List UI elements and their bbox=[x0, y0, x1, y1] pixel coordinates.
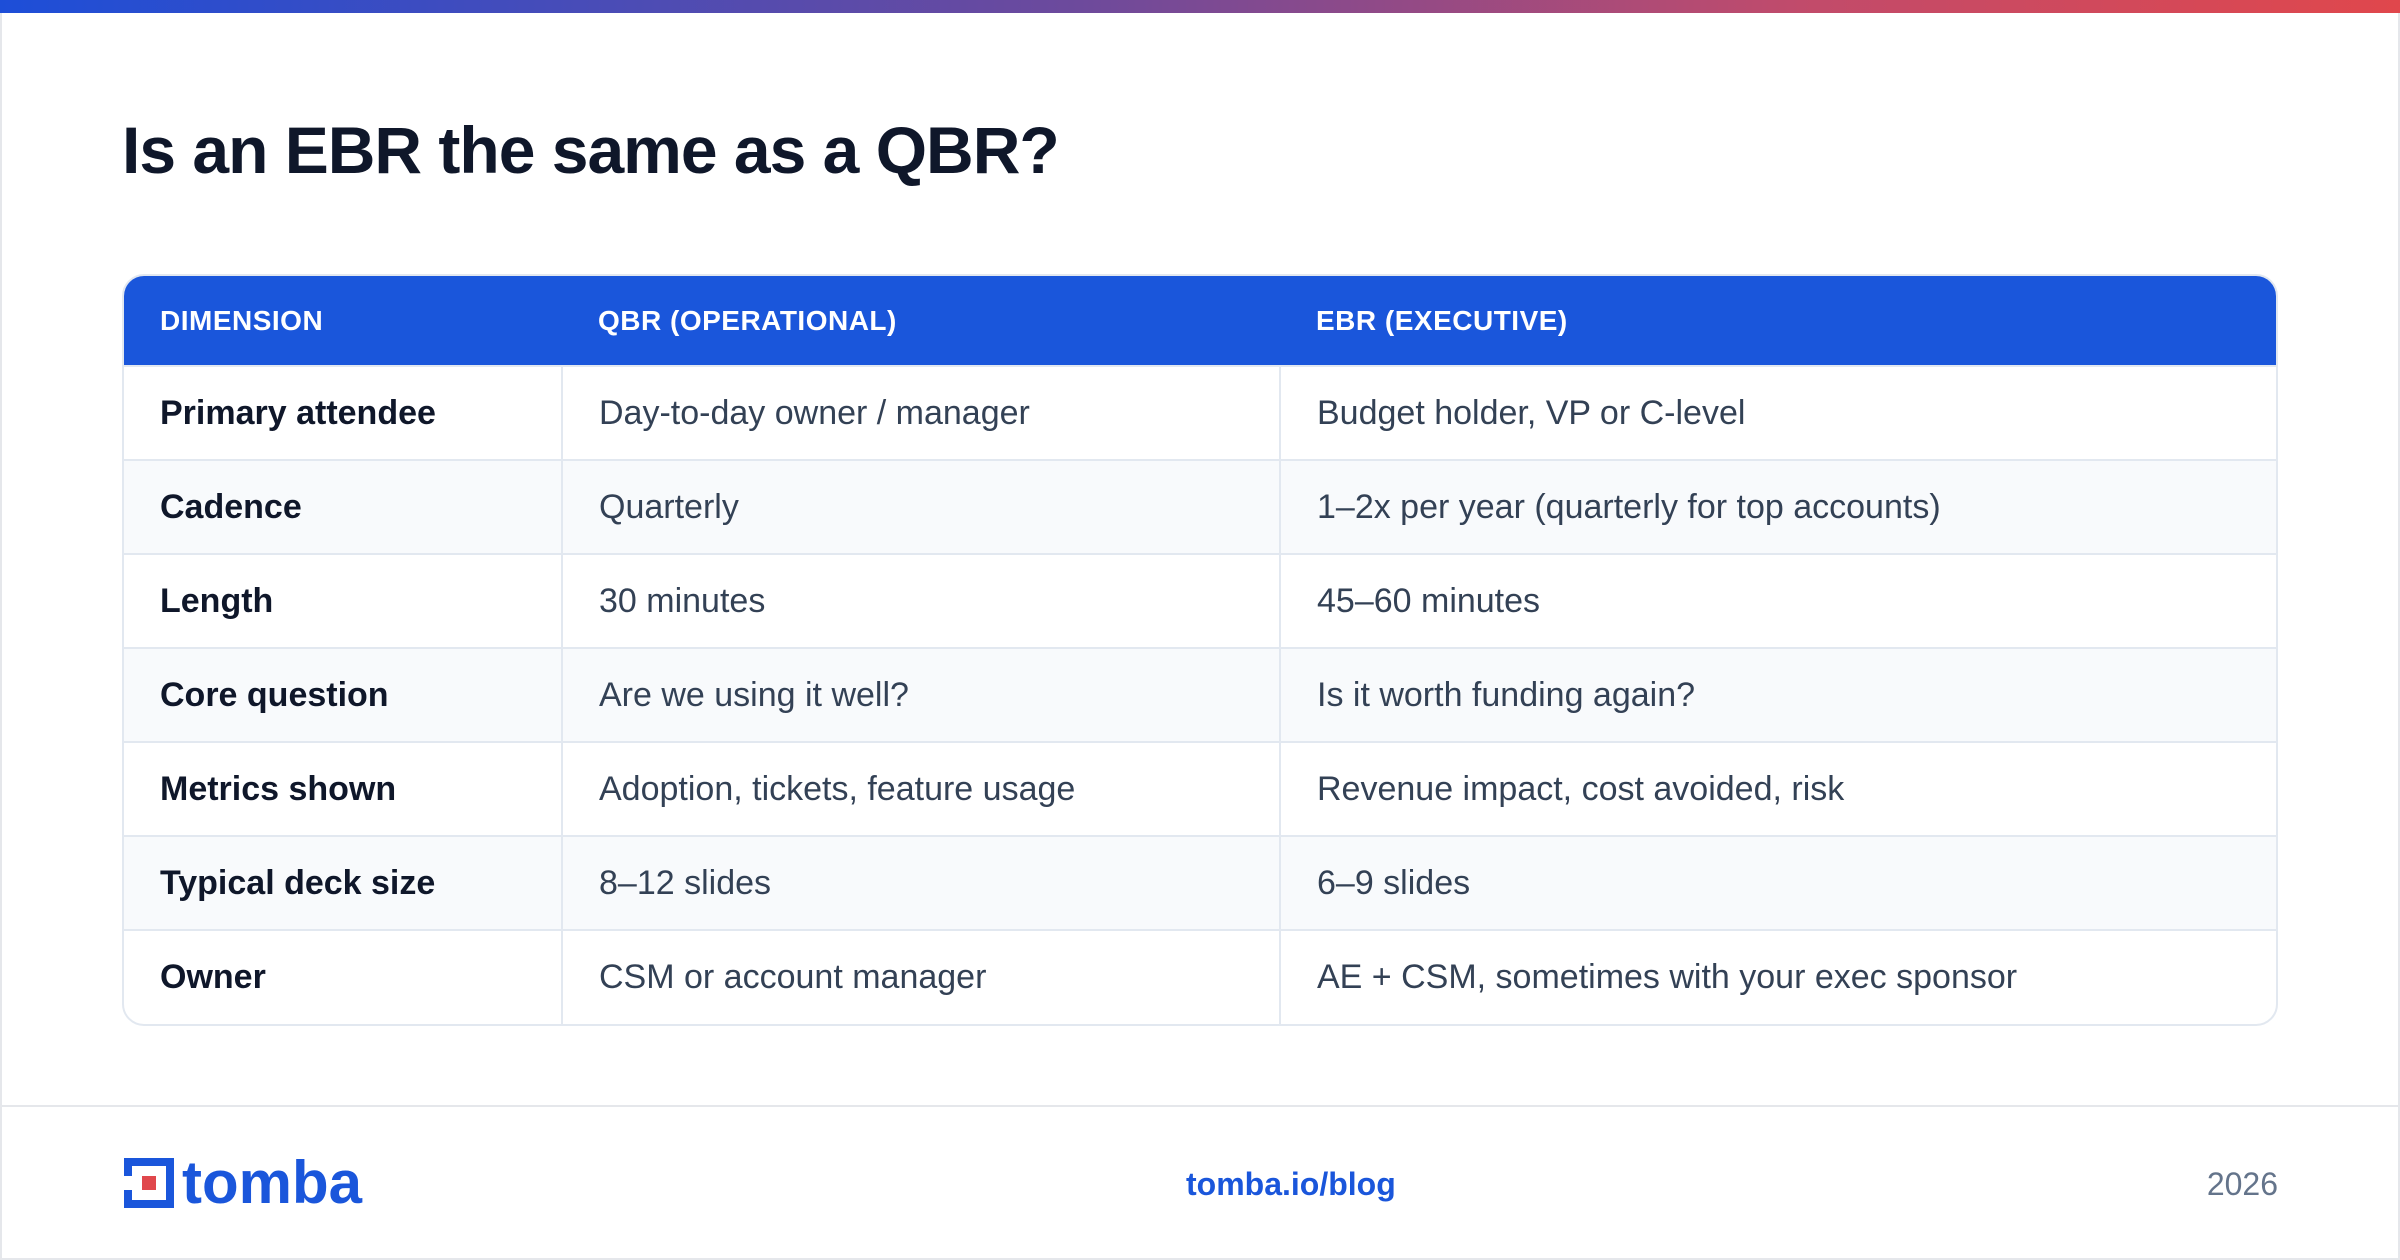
row-qbr-value: Day-to-day owner / manager bbox=[561, 365, 1280, 460]
row-qbr-value: 30 minutes bbox=[561, 553, 1280, 648]
tomba-logo: tomba bbox=[122, 1149, 362, 1216]
tomba-logo-icon bbox=[122, 1158, 174, 1208]
table-row: Cadence Quarterly 1–2x per year (quarter… bbox=[124, 459, 2276, 554]
comparison-table: DIMENSION QBR (OPERATIONAL) EBR (EXECUTI… bbox=[122, 274, 2278, 1026]
row-qbr-value: Adoption, tickets, feature usage bbox=[561, 741, 1280, 836]
row-ebr-value: 45–60 minutes bbox=[1279, 553, 2276, 648]
row-dimension: Owner bbox=[124, 929, 562, 1024]
row-ebr-value: AE + CSM, sometimes with your exec spons… bbox=[1279, 929, 2276, 1024]
table-row: Typical deck size 8–12 slides 6–9 slides bbox=[124, 835, 2276, 930]
table-row: Owner CSM or account manager AE + CSM, s… bbox=[124, 929, 2276, 1024]
table-row: Length 30 minutes 45–60 minutes bbox=[124, 553, 2276, 648]
row-ebr-value: Is it worth funding again? bbox=[1279, 647, 2276, 742]
header-ebr: EBR (EXECUTIVE) bbox=[1316, 304, 1568, 336]
row-qbr-value: 8–12 slides bbox=[561, 835, 1280, 930]
row-qbr-value: Are we using it well? bbox=[561, 647, 1280, 742]
row-dimension: Cadence bbox=[124, 459, 562, 554]
logo-wordmark: tomba bbox=[182, 1149, 362, 1216]
page-title: Is an EBR the same as a QBR? bbox=[122, 113, 1060, 187]
row-dimension: Typical deck size bbox=[124, 835, 562, 930]
footer-divider bbox=[0, 1105, 2400, 1107]
row-ebr-value: 1–2x per year (quarterly for top account… bbox=[1279, 459, 2276, 554]
row-dimension: Metrics shown bbox=[124, 741, 562, 836]
blog-link[interactable]: tomba.io/blog bbox=[1186, 1166, 1396, 1202]
row-qbr-value: Quarterly bbox=[561, 459, 1280, 554]
row-dimension: Primary attendee bbox=[124, 365, 562, 460]
row-ebr-value: Budget holder, VP or C-level bbox=[1279, 365, 2276, 460]
row-ebr-value: 6–9 slides bbox=[1279, 835, 2276, 930]
row-dimension: Core question bbox=[124, 647, 562, 742]
table-row: Primary attendee Day-to-day owner / mana… bbox=[124, 365, 2276, 460]
row-dimension: Length bbox=[124, 553, 562, 648]
footer-year: 2026 bbox=[2206, 1166, 2278, 1202]
table-row: Metrics shown Adoption, tickets, feature… bbox=[124, 741, 2276, 836]
table-header-row: DIMENSION QBR (OPERATIONAL) EBR (EXECUTI… bbox=[124, 276, 2276, 366]
row-qbr-value: CSM or account manager bbox=[561, 929, 1280, 1024]
gradient-top-bar bbox=[0, 0, 2400, 13]
header-qbr: QBR (OPERATIONAL) bbox=[598, 304, 897, 336]
table-row: Core question Are we using it well? Is i… bbox=[124, 647, 2276, 742]
row-ebr-value: Revenue impact, cost avoided, risk bbox=[1279, 741, 2276, 836]
header-dimension: DIMENSION bbox=[160, 304, 324, 336]
